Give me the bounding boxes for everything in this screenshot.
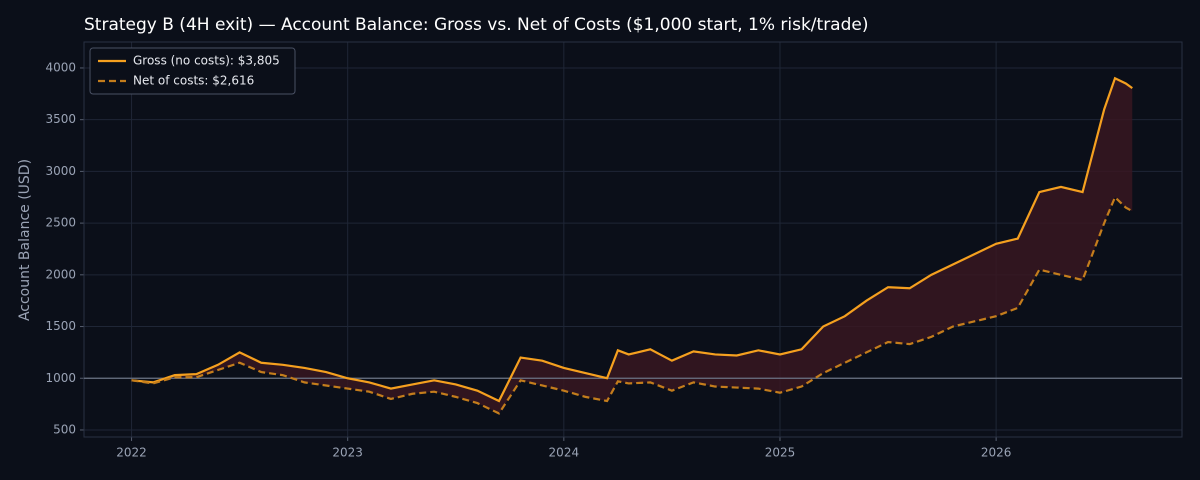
chart-title: Strategy B (4H exit) — Account Balance: … <box>84 15 868 35</box>
y-tick-label: 2500 <box>45 216 76 230</box>
x-tick-label: 2022 <box>116 446 147 460</box>
series-line <box>131 76 1133 403</box>
gap-fill <box>131 78 1133 414</box>
series-line <box>131 195 1133 415</box>
x-tick-label: 2024 <box>549 446 580 460</box>
y-tick-label: 500 <box>53 422 76 436</box>
y-tick-label: 1000 <box>45 371 76 385</box>
y-tick-label: 2000 <box>45 267 76 281</box>
y-axis-label: Account Balance (USD) <box>17 159 33 321</box>
legend-label: Gross (no costs): $3,805 <box>133 54 280 68</box>
y-tick-label: 3500 <box>45 112 76 126</box>
y-tick-label: 4000 <box>45 60 76 74</box>
plot-frame <box>83 41 1183 438</box>
legend-label: Net of costs: $2,616 <box>133 74 254 88</box>
x-tick-label: 2023 <box>332 446 363 460</box>
y-tick-label: 1500 <box>45 319 76 333</box>
x-tick-label: 2026 <box>981 446 1012 460</box>
x-tick-label: 2025 <box>765 446 796 460</box>
y-tick-label: 3000 <box>45 164 76 178</box>
legend-box <box>89 47 296 95</box>
